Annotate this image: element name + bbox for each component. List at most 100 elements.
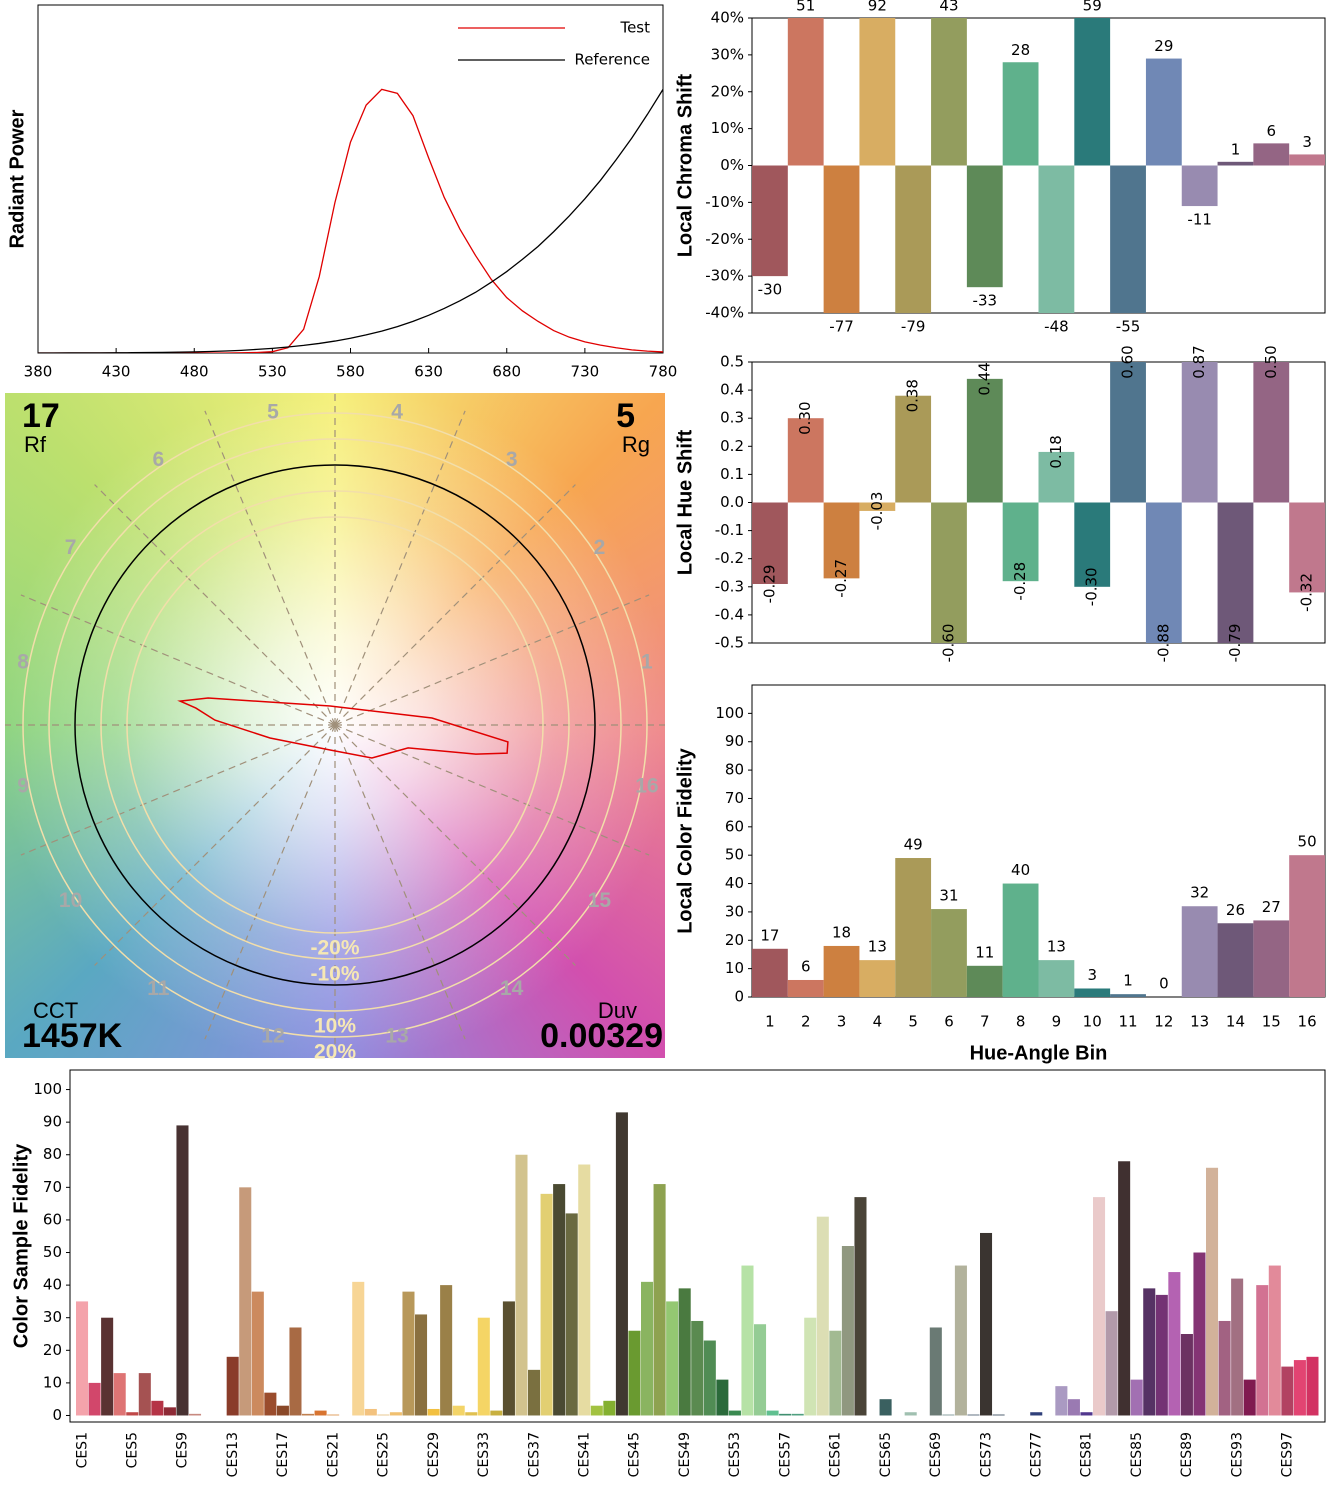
x-tick-label: 8	[1016, 1013, 1026, 1031]
x-tick-label: CES13	[225, 1432, 241, 1477]
bar	[1206, 1167, 1219, 1416]
bar	[1289, 855, 1325, 997]
x-tick-label: 480	[180, 363, 209, 381]
x-tick-label: CES49	[677, 1432, 693, 1477]
bar	[176, 1125, 189, 1416]
value-label: -0.27	[832, 559, 850, 598]
value-label: -0.88	[1154, 624, 1172, 663]
x-tick-label: 380	[24, 363, 53, 381]
value-label: 43	[939, 0, 958, 15]
y-tick-label: 40	[725, 874, 744, 892]
bar	[553, 1184, 566, 1416]
ring-label: -10%	[310, 963, 359, 986]
bin-boundary	[334, 594, 650, 726]
ring-label: -20%	[310, 937, 359, 960]
x-tick-label: 530	[258, 363, 287, 381]
y-tick-label: 70	[43, 1178, 62, 1196]
series-line	[38, 89, 663, 353]
bar	[841, 1246, 854, 1416]
bar	[276, 1405, 289, 1416]
bar	[754, 1324, 767, 1416]
value-label: 50	[1298, 833, 1317, 851]
y-tick-label: 20	[43, 1341, 62, 1359]
x-tick-label: 630	[414, 363, 443, 381]
x-tick-label: CES21	[325, 1432, 341, 1477]
y-tick-label: 20	[725, 931, 744, 949]
bar	[1143, 1288, 1156, 1416]
value-label: -55	[1116, 318, 1141, 336]
bar	[289, 1327, 302, 1416]
bin-label: 1	[641, 651, 653, 674]
reference-circle	[74, 464, 596, 986]
bin-label: 5	[267, 401, 279, 424]
value-label: 17	[760, 926, 779, 944]
bin-label: 4	[391, 401, 403, 424]
y-tick-label: -0.3	[715, 577, 744, 595]
bar	[603, 1400, 616, 1416]
bar	[1074, 502, 1111, 587]
x-tick-label: CES77	[1029, 1432, 1045, 1477]
bin-label: 15	[588, 889, 612, 912]
value-label: 3	[1087, 966, 1097, 984]
value-label: 11	[975, 943, 994, 961]
bar	[1030, 1412, 1043, 1416]
bar	[1074, 18, 1111, 166]
bar	[904, 1412, 917, 1416]
x-tick-label: 1	[765, 1013, 775, 1031]
x-tick-label: 6	[944, 1013, 954, 1031]
x-tick-label: 10	[1083, 1013, 1102, 1031]
bar	[829, 1330, 842, 1416]
bar	[1130, 1379, 1143, 1416]
ring	[22, 412, 648, 1038]
bar	[1093, 1197, 1106, 1416]
bar	[823, 165, 860, 313]
y-tick-label: 10	[725, 959, 744, 977]
y-tick-label: 30	[725, 902, 744, 920]
y-tick-label: 80	[725, 761, 744, 779]
y-axis-label: Local Color Fidelity	[674, 747, 696, 933]
bar	[477, 1317, 490, 1416]
x-tick-label: 5	[908, 1013, 918, 1031]
bar	[966, 165, 1003, 288]
bar	[528, 1369, 541, 1416]
bar	[752, 948, 788, 997]
value-label: -0.29	[760, 565, 778, 604]
value-label: -0.32	[1298, 573, 1316, 612]
bar	[1306, 1356, 1319, 1416]
value-label: 32	[1190, 884, 1209, 902]
bar	[895, 395, 932, 503]
y-tick-label: 40%	[711, 9, 744, 27]
value-label: 40	[1011, 861, 1030, 879]
x-tick-label: CES89	[1179, 1432, 1195, 1477]
x-tick-label: CES61	[828, 1432, 844, 1477]
plot-frame	[69, 1069, 1326, 1423]
bar	[415, 1314, 428, 1416]
bar	[226, 1356, 239, 1416]
x-tick-label: CES37	[526, 1432, 542, 1477]
bar	[895, 858, 932, 997]
value-label: 6	[1267, 122, 1277, 140]
bar	[327, 1414, 340, 1416]
bar	[377, 1414, 390, 1416]
y-tick-label: -0.4	[715, 605, 744, 623]
x-tick-label: 16	[1298, 1013, 1317, 1031]
rf-value: 17	[22, 397, 60, 435]
bar	[966, 378, 1003, 503]
bar	[1243, 1379, 1256, 1416]
bar	[787, 418, 824, 503]
bar	[1217, 502, 1254, 643]
y-tick-label: 10%	[711, 119, 744, 137]
bin-label: 16	[635, 775, 658, 798]
y-tick-label: 0.3	[720, 409, 744, 427]
bar	[931, 18, 967, 166]
x-tick-label: 12	[1154, 1013, 1173, 1031]
x-tick-label: CES25	[376, 1432, 392, 1477]
value-label: 18	[832, 923, 851, 941]
x-tick-label: CES69	[928, 1432, 944, 1477]
y-tick-label: 0.1	[720, 465, 744, 483]
bar	[578, 1164, 591, 1416]
x-tick-label: 14	[1226, 1013, 1245, 1031]
bar	[859, 960, 896, 997]
value-label: -33	[973, 292, 998, 310]
